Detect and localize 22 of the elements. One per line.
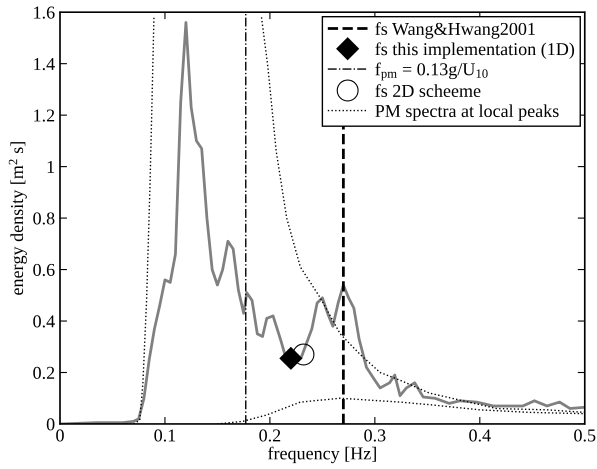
y-tick-label: 1.2 — [34, 109, 54, 122]
x-tick-label: 0.1 — [154, 429, 176, 442]
x-tick-label: 0.3 — [364, 429, 386, 442]
y-tick-label: 0.4 — [33, 315, 55, 328]
x-tick-label: 0.5 — [574, 429, 596, 442]
y-tick-label: 1.6 — [34, 6, 55, 19]
legend-label: PM spectra at local peaks — [375, 104, 559, 121]
y-tick-label: 0.2 — [33, 366, 54, 380]
legend-label: f$_{pm}$ = 0.13g/U$_{10}$ — [375, 62, 488, 80]
y-tick-label: 1.4 — [34, 58, 55, 70]
y-tick-label: 0.8 — [33, 212, 54, 225]
x-tick-label: 0.2 — [259, 429, 280, 442]
y-axis-title: energy density [m$^{2}$ s] — [8, 142, 27, 295]
y-tick-label: 0 — [46, 418, 54, 430]
y-tick-label: 1 — [48, 160, 54, 173]
x-tick-label: 0 — [56, 429, 64, 442]
legend-label: fs this implementation (1D) — [375, 42, 574, 59]
x-axis-title: frequency [Hz] — [268, 446, 376, 464]
legend-label: fs Wang&Hwang2001 — [375, 22, 535, 39]
legend-label: fs 2D scheeme — [375, 84, 480, 97]
x-tick-label: 0.4 — [469, 429, 491, 442]
y-tick-label: 0.6 — [33, 264, 55, 276]
